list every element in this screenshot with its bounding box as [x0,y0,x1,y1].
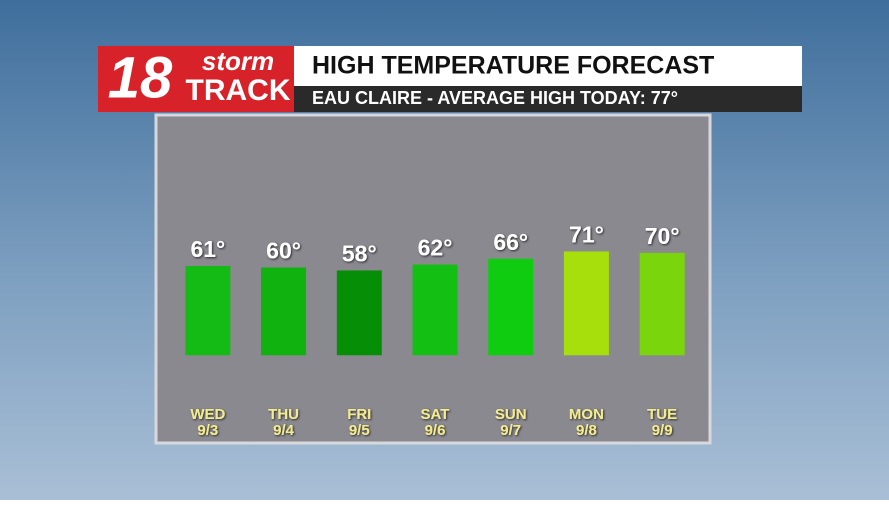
x-tick-label: SAT [421,406,450,423]
bar [185,266,231,356]
x-tick-date: 9/9 [652,422,673,439]
bar [563,251,609,356]
x-tick-date: 9/8 [576,422,597,439]
subtitle-bar [294,86,802,112]
x-tick-date: 9/5 [349,422,370,439]
x-tick-date: 9/4 [273,422,295,439]
logo-bottom: TRACK [186,74,291,107]
value-label: 71° [569,221,604,247]
bar [488,258,534,356]
bar [639,252,685,356]
value-label: 70° [645,223,680,249]
logo-number: 18 [108,45,173,110]
bar [261,267,307,356]
value-label: 61° [190,236,225,262]
x-tick-label: SUN [495,406,527,423]
x-tick-date: 9/3 [197,422,218,439]
logo-top: storm [202,46,274,76]
x-tick-date: 9/7 [500,422,521,439]
value-label: 60° [266,238,301,264]
x-tick-label: WED [190,406,225,423]
chart-title: HIGH TEMPERATURE FORECAST [312,52,714,80]
x-tick-label: MON [569,406,604,423]
title-bar [294,46,802,86]
x-tick-label: TUE [647,406,677,423]
bar [412,264,458,356]
bar [336,270,382,356]
chart-subtitle: EAU CLAIRE - AVERAGE HIGH TODAY: 77° [312,88,678,108]
x-tick-date: 9/6 [425,422,446,439]
value-label: 66° [493,229,528,255]
value-label: 62° [418,235,453,261]
x-tick-label: FRI [347,406,371,423]
value-label: 58° [342,241,377,267]
x-tick-label: THU [268,406,299,423]
logo-box [98,46,294,112]
